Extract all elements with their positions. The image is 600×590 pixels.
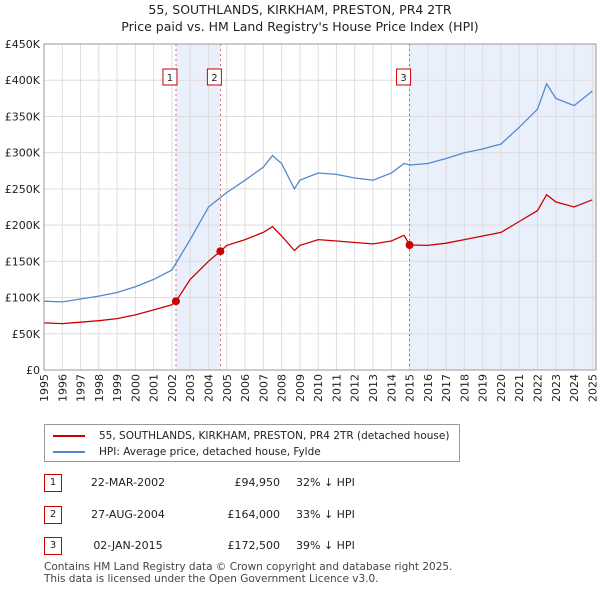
sale-num-badge: 2 bbox=[44, 506, 62, 524]
sale-point-2 bbox=[216, 247, 225, 256]
x-tick-label: 1996 bbox=[56, 374, 69, 402]
sale-label-box-1 bbox=[162, 68, 178, 86]
x-tick-label: 2016 bbox=[422, 374, 435, 402]
sale-price: £94,950 bbox=[234, 476, 281, 489]
property-price-line bbox=[43, 193, 593, 325]
x-tick-label: 2004 bbox=[203, 374, 216, 402]
x-tick-label: 2003 bbox=[184, 374, 197, 402]
x-tick-label: 2005 bbox=[221, 374, 234, 402]
x-tick-label: 2002 bbox=[166, 374, 179, 402]
legend-property: 55, SOUTHLANDS, KIRKHAM, PRESTON, PR4 2T… bbox=[53, 428, 449, 444]
y-tick-label: £200K bbox=[5, 219, 41, 232]
y-tick-label: £450K bbox=[5, 38, 41, 51]
legend-hpi-line bbox=[53, 451, 85, 453]
y-tick-label: £50K bbox=[12, 328, 41, 341]
sale-date: 02-JAN-2015 bbox=[93, 539, 163, 552]
x-tick-label: 2013 bbox=[367, 374, 380, 402]
x-tick-label: 1995 bbox=[38, 374, 51, 402]
sale-label-2: 2 bbox=[211, 73, 217, 84]
shaded-period-1 bbox=[175, 44, 221, 370]
sale-price: £164,000 bbox=[227, 508, 281, 521]
sale-date: 27-AUG-2004 bbox=[91, 508, 165, 521]
hpi-line bbox=[43, 82, 593, 303]
y-tick-label: £100K bbox=[5, 292, 41, 305]
y-tick-label: £150K bbox=[5, 255, 41, 268]
x-tick-label: 2017 bbox=[440, 374, 453, 402]
y-tick-label: £400K bbox=[5, 74, 41, 87]
shaded-period-2 bbox=[409, 44, 596, 370]
x-tick-label: 2025 bbox=[586, 374, 599, 402]
sale-hpi-diff: 32% ↓ HPI bbox=[296, 476, 355, 489]
footer-licence: This data is licensed under the Open Gov… bbox=[44, 573, 379, 585]
x-tick-label: 2021 bbox=[513, 374, 526, 402]
x-tick-label: 2006 bbox=[239, 374, 252, 402]
sale-hpi-diff: 33% ↓ HPI bbox=[296, 508, 355, 521]
x-tick-label: 2001 bbox=[148, 374, 161, 402]
sale-point-1 bbox=[171, 297, 180, 306]
sale-label-3: 3 bbox=[400, 73, 406, 84]
y-tick-label: £0 bbox=[26, 364, 40, 377]
chart-title-line1: 55, SOUTHLANDS, KIRKHAM, PRESTON, PR4 2T… bbox=[148, 2, 452, 17]
y-tick-label: £250K bbox=[5, 183, 41, 196]
x-tick-label: 2014 bbox=[385, 374, 398, 402]
legend-property-line bbox=[53, 435, 85, 437]
x-tick-label: 2011 bbox=[330, 374, 343, 402]
y-tick-label: £300K bbox=[5, 147, 41, 160]
sale-label-box-3 bbox=[396, 68, 412, 86]
sale-num-badge: 1 bbox=[44, 474, 62, 492]
x-tick-label: 1998 bbox=[93, 374, 106, 402]
x-tick-label: 2009 bbox=[294, 374, 307, 402]
x-tick-label: 2012 bbox=[349, 374, 362, 402]
x-tick-label: 1997 bbox=[75, 374, 88, 402]
legend-hpi: HPI: Average price, detached house, Fyld… bbox=[53, 444, 321, 460]
legend: 55, SOUTHLANDS, KIRKHAM, PRESTON, PR4 2T… bbox=[44, 424, 460, 462]
legend-property-label: 55, SOUTHLANDS, KIRKHAM, PRESTON, PR4 2T… bbox=[99, 430, 450, 442]
x-tick-label: 2018 bbox=[458, 374, 471, 402]
sale-label-1: 1 bbox=[167, 73, 173, 84]
x-tick-label: 2010 bbox=[312, 374, 325, 402]
x-tick-label: 2022 bbox=[532, 374, 545, 402]
x-tick-label: 2024 bbox=[568, 374, 581, 402]
sale-label-box-2 bbox=[206, 68, 222, 86]
x-tick-label: 2000 bbox=[129, 374, 142, 402]
x-tick-label: 2023 bbox=[550, 374, 563, 402]
chart-title-line2: Price paid vs. HM Land Registry's House … bbox=[121, 19, 479, 34]
legend-hpi-label: HPI: Average price, detached house, Fyld… bbox=[99, 446, 321, 458]
x-tick-label: 2015 bbox=[404, 374, 417, 402]
footer-copyright: Contains HM Land Registry data © Crown c… bbox=[44, 561, 453, 573]
x-tick-label: 2007 bbox=[257, 374, 270, 402]
sale-date: 22-MAR-2002 bbox=[90, 476, 166, 489]
x-tick-label: 2019 bbox=[477, 374, 490, 402]
x-tick-label: 1999 bbox=[111, 374, 124, 402]
price-chart: 1 2 3 £0 £50K £100K £150K £200K £250K £300K £350K… bbox=[5, 38, 600, 402]
x-tick-label: 2008 bbox=[276, 374, 289, 402]
y-tick-label: £350K bbox=[5, 110, 41, 123]
sale-point-3 bbox=[405, 241, 414, 250]
sale-hpi-diff: 39% ↓ HPI bbox=[296, 539, 355, 552]
plot-frame bbox=[43, 43, 597, 371]
sale-num-badge: 3 bbox=[44, 537, 62, 555]
x-tick-label: 2020 bbox=[495, 374, 508, 402]
sale-price: £172,500 bbox=[227, 539, 281, 552]
